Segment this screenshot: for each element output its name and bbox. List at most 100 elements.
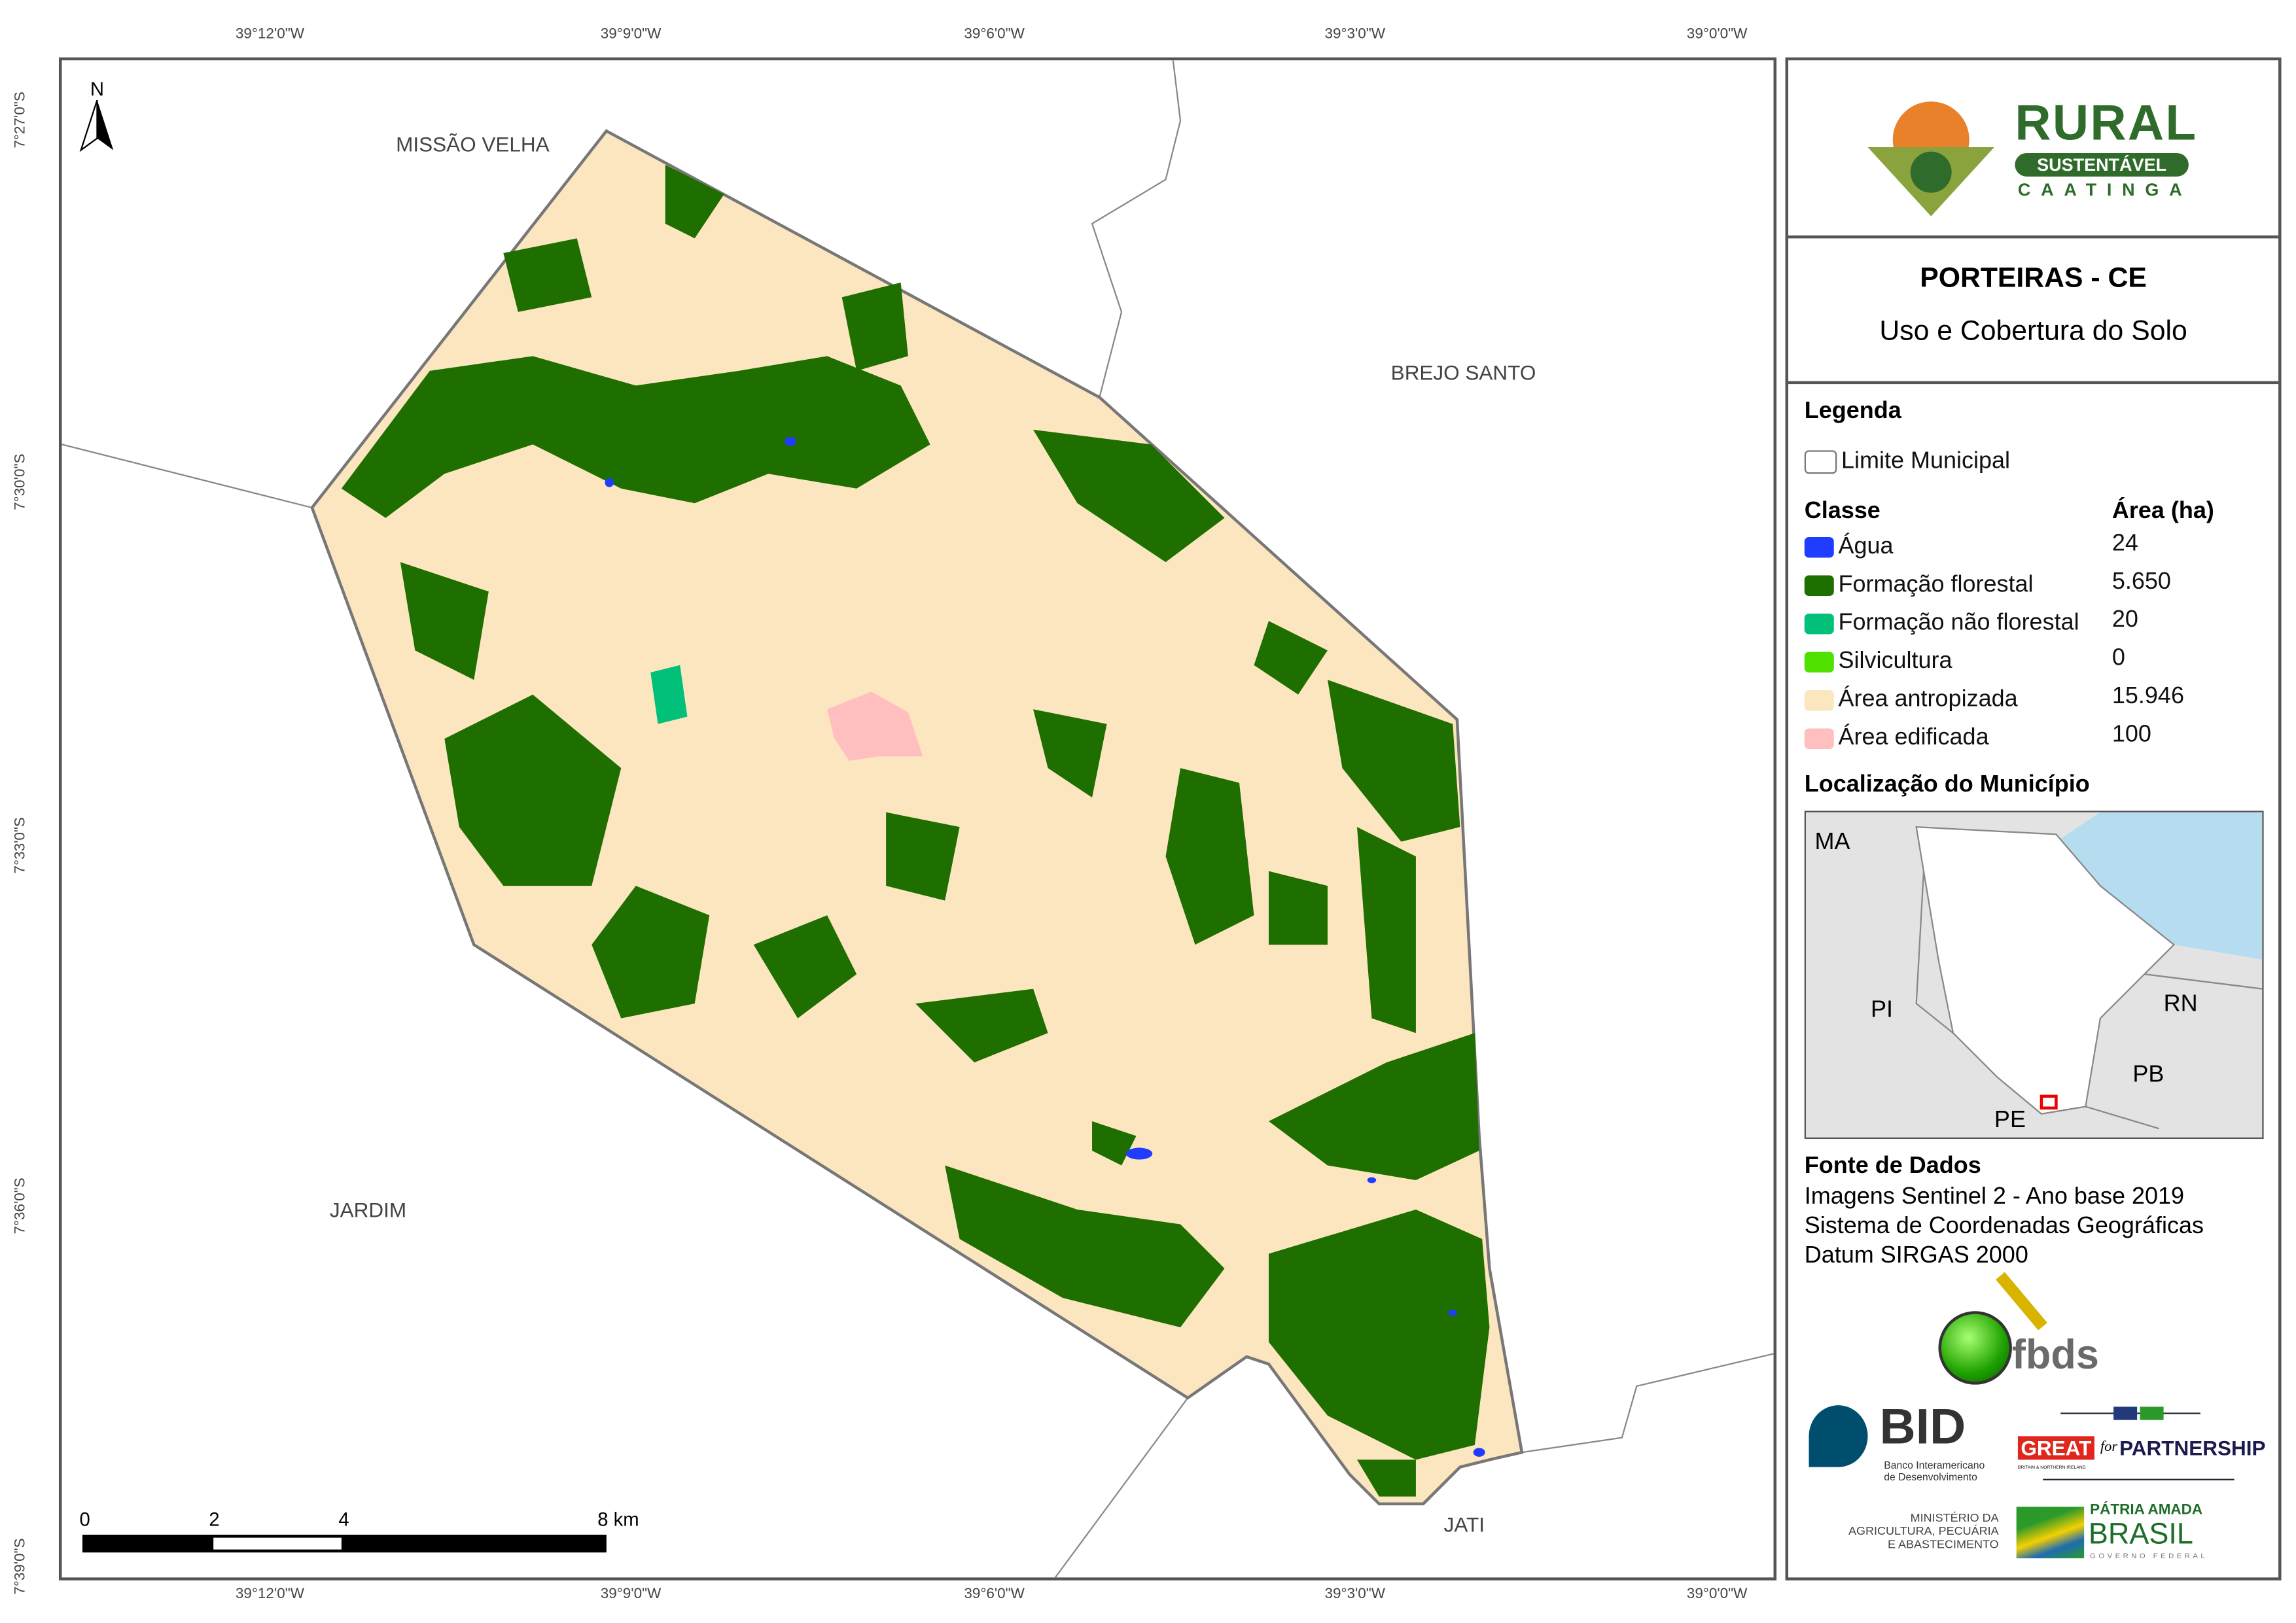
scale-label: 8 km: [597, 1508, 639, 1531]
state-label-pe: PE: [1994, 1108, 2026, 1134]
source-title: Fonte de Dados: [1804, 1153, 1981, 1179]
class-swatch: [1804, 613, 1834, 635]
source-line: Datum SIRGAS 2000: [1804, 1243, 2028, 1268]
bid-sub: Banco Interamericano: [1884, 1461, 1985, 1472]
lon-tick-bottom: 39°9'0"W: [600, 1586, 662, 1603]
great-sub: BRITAIN & NORTHERN IRELAND: [2017, 1464, 2086, 1471]
bid-sub: de Desenvolvimento: [1884, 1473, 1977, 1484]
label-jati: JATI: [1443, 1512, 1485, 1537]
legend-class-row: Água: [1804, 534, 1894, 561]
class-swatch: [1804, 689, 1834, 711]
location-title: Localização do Município: [1804, 772, 2090, 798]
class-header: Classe: [1804, 498, 1881, 524]
ministerio-logo: MINISTÉRIO DA AGRICULTURA, PECUÁRIA E AB…: [1818, 1511, 1999, 1551]
for-text: for: [2100, 1439, 2118, 1456]
class-area: 100: [2111, 722, 2151, 748]
great-partnership-logo: GREAT BRITAIN & NORTHERN IRELAND for PAR…: [2017, 1403, 2267, 1491]
fbds-logo: fbds: [1935, 1272, 2112, 1386]
class-area: 24: [2111, 531, 2138, 557]
forest-patches: [341, 164, 1490, 1497]
class-swatch: [1804, 728, 1834, 749]
north-arrow: N: [78, 78, 116, 160]
legend-boundary: Limite Municipal: [1804, 449, 2011, 475]
lat-tick: 7°39'0"S: [12, 1538, 29, 1595]
class-area: 0: [2111, 646, 2125, 671]
class-label: Água: [1838, 534, 1894, 559]
water-bodies: [605, 437, 1485, 1457]
legend-title: Legenda: [1804, 398, 1901, 424]
brasil-text: BRASIL: [2088, 1518, 2193, 1551]
location-inset-map: MA PI RN PB PE: [1804, 811, 2264, 1140]
scale-label: 0: [79, 1508, 90, 1531]
lon-tick-top: 39°0'0"W: [1686, 26, 1748, 43]
lon-tick-top: 39°12'0"W: [235, 26, 304, 43]
label-brejo-santo: BREJO SANTO: [1390, 360, 1536, 385]
side-panel: RURAL SUSTENTÁVEL CAATINGA PORTEIRAS - C…: [1785, 57, 2282, 1580]
boundary-swatch: [1804, 450, 1837, 474]
lon-tick-top: 39°3'0"W: [1324, 26, 1386, 43]
lon-tick-bottom: 39°12'0"W: [235, 1586, 304, 1603]
lon-tick-bottom: 39°6'0"W: [964, 1586, 1025, 1603]
logo-emblem-icon: [1867, 101, 1994, 217]
rural-sustentavel-logo: RURAL SUSTENTÁVEL CAATINGA: [1865, 96, 2218, 228]
legend-class-row: Formação não florestal: [1804, 610, 2079, 637]
lat-tick: 7°27'0"S: [12, 92, 29, 148]
lat-tick: 7°33'0"S: [12, 817, 29, 874]
logo-caatinga: CAATINGA: [2017, 179, 2193, 200]
class-swatch: [1804, 652, 1834, 672]
class-area: 20: [2111, 608, 2138, 633]
nonforest-patch: [650, 665, 688, 724]
lon-tick-top: 39°6'0"W: [964, 26, 1025, 43]
class-label: Área edificada: [1838, 725, 1989, 751]
ministerio-line: AGRICULTURA, PECUÁRIA: [1848, 1524, 1999, 1538]
legend-class-row: Silvicultura: [1804, 648, 1952, 675]
map-frame[interactable]: MISSÃO VELHA BREJO SANTO JARDIM JATI N 0…: [58, 57, 1777, 1580]
scale-label: 2: [209, 1508, 220, 1531]
urban-area: [827, 691, 923, 761]
state-label-ma: MA: [1814, 829, 1850, 855]
partnership-text: PARTNERSHIP: [2119, 1436, 2266, 1460]
map-canvas[interactable]: [62, 60, 1774, 1578]
lat-tick: 7°30'0"S: [12, 453, 29, 510]
source-lines: Imagens Sentinel 2 - Ano base 2019 Siste…: [1805, 1183, 2204, 1272]
class-label: Formação não florestal: [1838, 610, 2079, 636]
lon-tick-top: 39°9'0"W: [600, 26, 662, 43]
governo-text: GOVERNO FEDERAL: [2090, 1552, 2208, 1562]
class-label: Silvicultura: [1838, 648, 1952, 674]
patria-amada-brasil-logo: PÁTRIA AMADA BRASIL GOVERNO FEDERAL: [2016, 1502, 2267, 1567]
class-label: Área antropizada: [1838, 687, 2018, 712]
state-label-pb: PB: [2132, 1062, 2164, 1088]
source-line: Imagens Sentinel 2 - Ano base 2019: [1804, 1184, 2185, 1210]
map-subtitle: Uso e Cobertura do Solo: [1879, 316, 2187, 347]
class-swatch: [1804, 537, 1834, 558]
class-area: 5.650: [2111, 569, 2171, 595]
ministerio-line: E ABASTECIMENTO: [1887, 1537, 1999, 1551]
north-label: N: [90, 78, 105, 100]
area-header: Área (ha): [2111, 498, 2214, 524]
fbds-text: fbds: [2011, 1331, 2099, 1378]
north-arrow-icon: [79, 99, 114, 152]
legend-class-row: Área antropizada: [1804, 687, 2018, 713]
class-label: Formação florestal: [1838, 572, 2034, 598]
legend-class-row: Formação florestal: [1804, 572, 2034, 599]
boundary-label: Limite Municipal: [1841, 449, 2011, 474]
scale-bar: 0 2 4 8 km: [79, 1505, 656, 1564]
patria-text: PÁTRIA AMADA: [2090, 1502, 2203, 1519]
lon-tick-bottom: 39°0'0"W: [1686, 1586, 1748, 1603]
state-label-pi: PI: [1870, 998, 1894, 1023]
bid-logo: BID Banco Interamericano de Desenvolvime…: [1806, 1399, 2012, 1491]
logo-rural: RURAL: [2015, 96, 2198, 152]
logo-sustentavel: SUSTENTÁVEL: [2015, 152, 2189, 177]
bid-text: BID: [1879, 1399, 1966, 1456]
scale-label: 4: [338, 1508, 349, 1531]
great-text: GREAT: [2017, 1436, 2094, 1460]
state-label-rn: RN: [2163, 992, 2198, 1017]
legend-class-row: Área edificada: [1804, 725, 1989, 752]
source-line: Sistema de Coordenadas Geográficas: [1804, 1213, 2204, 1239]
class-swatch: [1804, 575, 1834, 597]
inset-map: [1915, 812, 2263, 1130]
neighbor-boundaries: [62, 60, 1774, 1578]
label-missao-velha: MISSÃO VELHA: [396, 132, 550, 156]
class-area: 15.946: [2111, 684, 2184, 710]
map-title: PORTEIRAS - CE: [1920, 263, 2147, 294]
